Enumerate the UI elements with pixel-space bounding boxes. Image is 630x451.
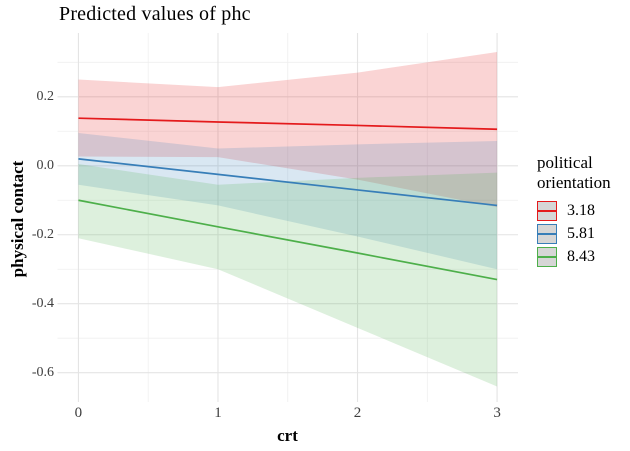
legend-key-line (538, 233, 556, 236)
legend-items: 3.18 5.81 8.43 (537, 201, 629, 268)
legend-item-label: 8.43 (567, 248, 595, 266)
y-tick-label: 0.2 (36, 88, 55, 104)
y-tick-label: -0.4 (31, 295, 54, 311)
legend-key-line (538, 210, 556, 213)
chart-title: Predicted values of phc (59, 3, 251, 25)
legend: political orientation 3.18 5.81 8.43 (537, 153, 629, 270)
legend-title: political orientation (537, 153, 611, 193)
legend-item-8.43: 8.43 (537, 247, 629, 268)
grid-major (57, 33, 518, 402)
x-tick-label: 3 (493, 405, 501, 421)
y-tick-label: -0.6 (31, 364, 54, 380)
line-5.81 (78, 158, 498, 207)
ci-ribbon-5.81 (78, 133, 498, 270)
x-axis-title: crt (277, 426, 298, 445)
legend-item-5.81: 5.81 (537, 224, 629, 245)
legend-key-icon (537, 224, 557, 245)
x-tick-label: 1 (214, 405, 222, 421)
y-tick-label: 0.0 (36, 157, 55, 173)
regression-lines (78, 117, 498, 281)
line-3.18 (78, 117, 498, 131)
line-8.43 (78, 199, 498, 281)
y-tick-label: -0.2 (31, 226, 54, 242)
legend-key-icon (537, 247, 557, 268)
legend-item-3.18: 3.18 (537, 201, 629, 222)
x-tick-label: 0 (74, 405, 83, 421)
ci-ribbon-3.18 (78, 51, 498, 208)
legend-item-label: 3.18 (567, 202, 595, 220)
legend-key-line (538, 256, 556, 259)
legend-key-icon (537, 201, 557, 222)
legend-item-label: 5.81 (567, 225, 595, 243)
x-tick-label: 2 (353, 405, 362, 421)
